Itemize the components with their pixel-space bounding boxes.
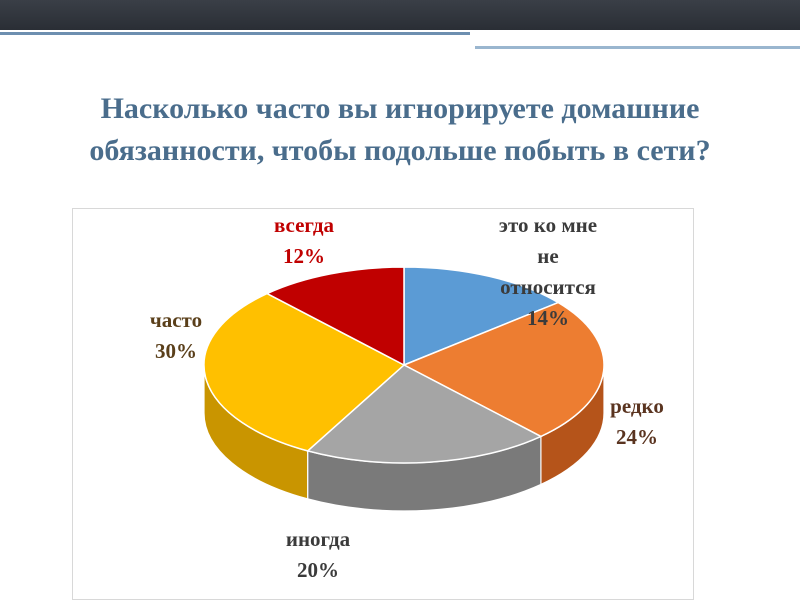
- slice-label-rarely: редко 24%: [610, 394, 664, 449]
- pie-slice-not-applicable: [403, 266, 560, 367]
- pie-slice-sometimes: [306, 364, 543, 464]
- slice-label-often: часто 30%: [150, 308, 202, 363]
- pie-slice-always: [265, 266, 405, 367]
- header-accent-line-right: [475, 46, 800, 49]
- slice-label-not-applicable: это ко мне не относится 14%: [499, 213, 597, 330]
- header-accent-line-left: [0, 32, 470, 35]
- slide-title-line-1: Насколько часто вы игнорируете домашние: [100, 92, 700, 125]
- slide-header-band: [0, 0, 800, 30]
- pie-slice-rarely: [402, 301, 605, 438]
- slice-label-sometimes: иногда 20%: [286, 527, 351, 582]
- pie-slice-often: [203, 292, 406, 452]
- slide-title-line-2: обязанности, чтобы подольше побыть в сет…: [89, 134, 711, 167]
- slide-title: Насколько часто вы игнорируете домашние …: [40, 88, 760, 172]
- slice-label-always: всегда 12%: [274, 213, 335, 268]
